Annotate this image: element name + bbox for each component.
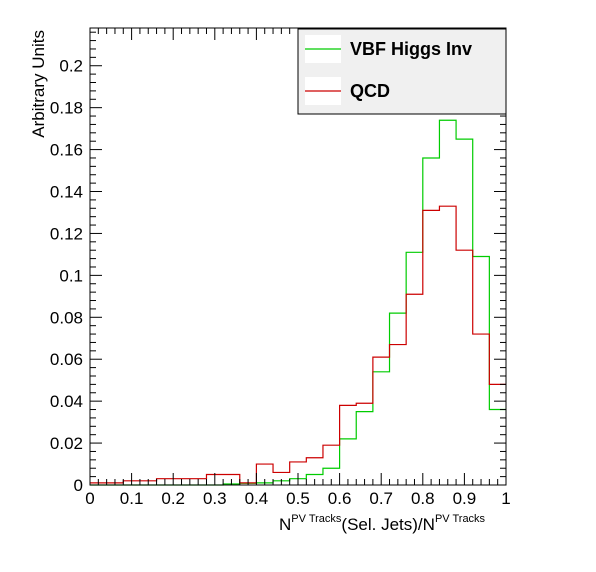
x-tick-label: 0.7	[369, 489, 393, 508]
legend-label-vbf-higgs-inv: VBF Higgs Inv	[350, 39, 472, 59]
x-axis-title-superscript-1: PV Tracks	[291, 513, 342, 525]
x-tick-label: 0	[85, 489, 94, 508]
y-tick-label: 0.12	[50, 224, 83, 243]
series-layer	[90, 119, 506, 486]
series-qcd-line	[90, 205, 506, 484]
x-tick-label: 0.6	[328, 489, 352, 508]
legend: VBF Higgs Inv QCD	[297, 28, 507, 115]
x-tick-label: 0.2	[161, 489, 185, 508]
x-axis-title-superscript-2: PV Tracks	[435, 513, 486, 525]
x-tick-label: 0.8	[411, 489, 435, 508]
y-tick-label: 0.1	[59, 266, 83, 285]
legend-label-qcd: QCD	[350, 81, 390, 101]
x-tick-label: 0.4	[245, 489, 269, 508]
legend-entries: VBF Higgs Inv QCD	[305, 35, 472, 105]
y-tick-label: 0	[74, 476, 83, 495]
x-axis-title: NPV Tracks(Sel. Jets)/NPV Tracks	[279, 513, 486, 534]
y-axis-title: Arbitrary Units	[29, 30, 48, 138]
y-tick-label: 0.08	[50, 308, 83, 327]
x-tick-label: 0.3	[203, 489, 227, 508]
y-tick-label: 0.04	[50, 392, 83, 411]
x-tick-label: 1	[501, 489, 510, 508]
x-tick-label: 0.9	[453, 489, 477, 508]
y-tick-label: 0.16	[50, 141, 83, 160]
y-tick-label: 0.06	[50, 350, 83, 369]
x-axis-title-middle: (Sel. Jets)/N	[341, 515, 435, 534]
y-tick-label: 0.02	[50, 434, 83, 453]
x-tick-label: 0.5	[286, 489, 310, 508]
y-tick-label: 0.2	[59, 57, 83, 76]
tick-labels-layer: 0 0.1 0.2 0.3 0.4 0.5 0.6 0.7 0.8 0.9 1 0 0.02 0.04 0.…	[50, 57, 511, 508]
y-tick-label: 0.18	[50, 99, 83, 118]
series-vbf-higgs-inv-line	[90, 119, 506, 486]
x-tick-label: 0.1	[120, 489, 144, 508]
y-tick-label: 0.14	[50, 183, 83, 202]
x-axis-title-main: N	[279, 515, 291, 534]
